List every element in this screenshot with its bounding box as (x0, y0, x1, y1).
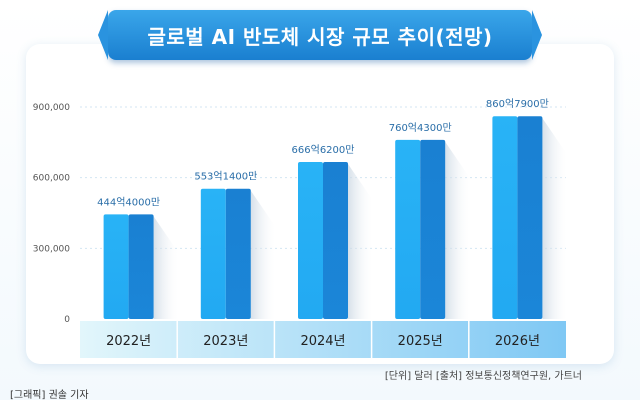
bar-shadow (348, 163, 374, 319)
y-tick-label: 0 (64, 315, 70, 325)
y-tick-label: 600,000 (33, 174, 70, 184)
bar-shadow (250, 190, 277, 319)
bar-left-face (298, 161, 323, 319)
chart-title-banner: 글로벌 AI 반도체 시장 규모 추이(전망) (98, 10, 542, 60)
bar-right-face (225, 188, 251, 319)
bar-right-face (323, 161, 348, 319)
y-tick-label: 300,000 (33, 244, 70, 254)
x-tick-label: 2023년 (203, 334, 248, 349)
bar-left-face (492, 116, 518, 319)
bar-right-face (420, 139, 446, 319)
graphic-credit: [그래픽] 권솔 기자 (10, 390, 89, 401)
bar-value-label: 666억6200만 (292, 144, 355, 156)
bar-right-face (517, 116, 543, 319)
bar-value-label: 760억4300만 (389, 122, 452, 134)
y-tick-label: 900,000 (33, 103, 70, 113)
bar-value-label: 444억4000만 (97, 196, 160, 208)
bar-value-label: 553억1400만 (194, 171, 257, 183)
bar-right-face (128, 214, 154, 319)
x-tick-label: 2022년 (106, 334, 151, 349)
chart-title: 글로벌 AI 반도체 시장 규모 추이(전망) (147, 24, 493, 49)
x-tick-label: 2025년 (398, 334, 443, 349)
source-note: [단위] 달러 [출처] 정보통신정책연구원, 가트너 (384, 371, 582, 382)
bar-shadow (542, 118, 569, 319)
bar-shadow (445, 141, 472, 319)
x-axis-band (80, 321, 566, 358)
bar-left-face (103, 214, 129, 319)
x-tick-label: 2026년 (495, 334, 540, 349)
bar-value-label: 860억7900만 (486, 98, 549, 110)
bar-left-face (200, 188, 226, 319)
x-tick-label: 2024년 (300, 334, 345, 349)
bar-left-face (395, 139, 421, 319)
bar-shadow (153, 216, 180, 319)
